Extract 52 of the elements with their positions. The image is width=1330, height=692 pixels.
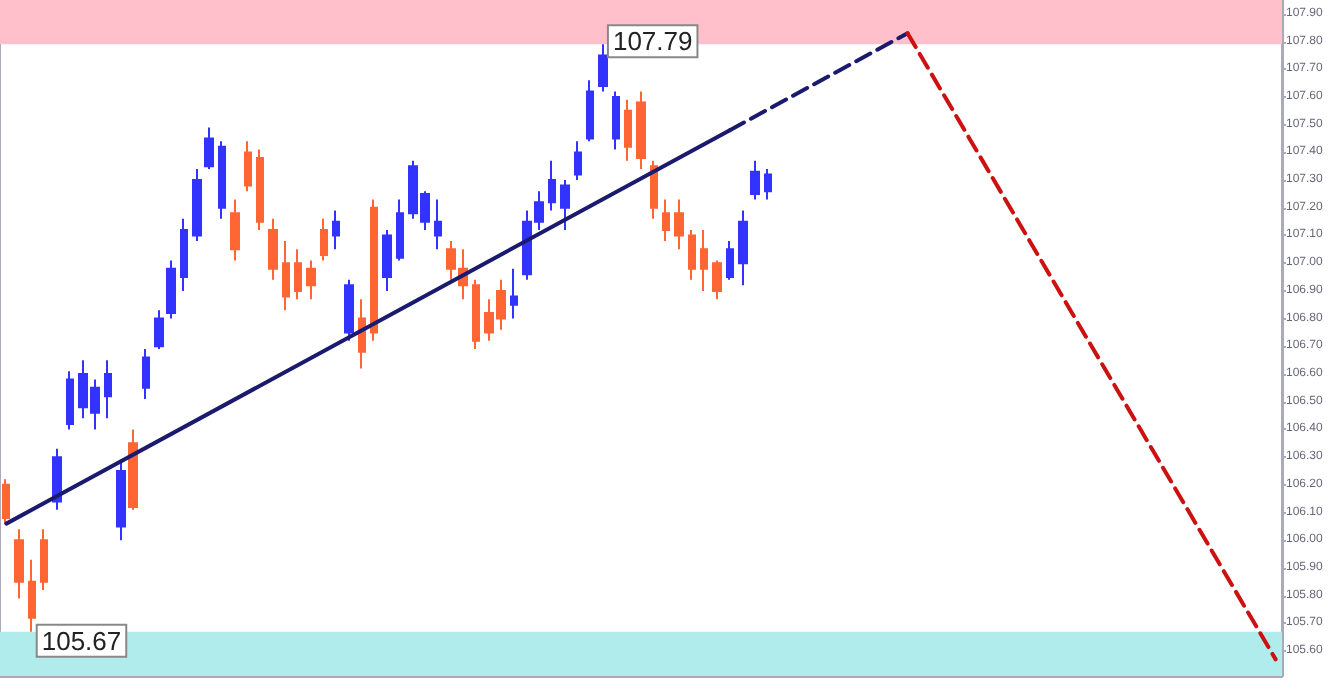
- candlestick: [586, 79, 594, 143]
- candlestick: [40, 528, 48, 592]
- candlestick: [166, 259, 176, 320]
- candlestick: [382, 228, 392, 292]
- candlestick: [472, 278, 480, 351]
- candlestick: [306, 259, 316, 301]
- candlestick: [28, 558, 36, 633]
- candlestick: [104, 359, 112, 420]
- candlestick: [180, 217, 188, 292]
- annotation: 105.67: [41, 625, 122, 656]
- candlestick: [2, 478, 10, 525]
- candlestick: [624, 98, 632, 162]
- candlestick: [662, 198, 670, 243]
- candlestick: [636, 90, 646, 170]
- candlestick: [66, 370, 74, 431]
- candlestick: [282, 240, 290, 312]
- candlestick: [612, 90, 620, 151]
- candlestick: [396, 198, 404, 262]
- candlestick: [548, 159, 556, 212]
- candlestick: [154, 309, 164, 351]
- candlestick: [750, 159, 760, 201]
- candlestick: [434, 198, 442, 251]
- candlestick: [598, 43, 608, 93]
- candlestick: [320, 217, 328, 262]
- candlestick: [370, 198, 378, 342]
- candlestick: [142, 348, 150, 400]
- candlestick: [560, 179, 570, 231]
- candlestick: [268, 217, 278, 281]
- candlestick: [14, 528, 24, 600]
- candlestick: [574, 140, 582, 182]
- candlestick: [688, 228, 696, 281]
- candlestick: [510, 267, 518, 320]
- candlestick: [726, 240, 734, 281]
- candlestick: [192, 168, 202, 243]
- candlestick: [332, 209, 340, 251]
- candlestick: [128, 428, 138, 511]
- candlestick: [764, 168, 772, 201]
- candlestick: [344, 278, 354, 342]
- candlestick: [230, 198, 240, 262]
- candlestick: [204, 126, 214, 170]
- candlestick: [244, 140, 252, 193]
- candlestick: [218, 140, 226, 220]
- candlestick: [358, 298, 366, 370]
- candlestick: [116, 458, 126, 542]
- candlestick: [738, 209, 748, 287]
- candlestick: [700, 228, 708, 292]
- candlestick: [256, 148, 264, 231]
- candlestick: [674, 198, 684, 251]
- candlestick: [294, 248, 302, 301]
- annotation: 107.79: [612, 26, 693, 57]
- candlestick: [712, 259, 722, 301]
- candlestick: [650, 159, 658, 220]
